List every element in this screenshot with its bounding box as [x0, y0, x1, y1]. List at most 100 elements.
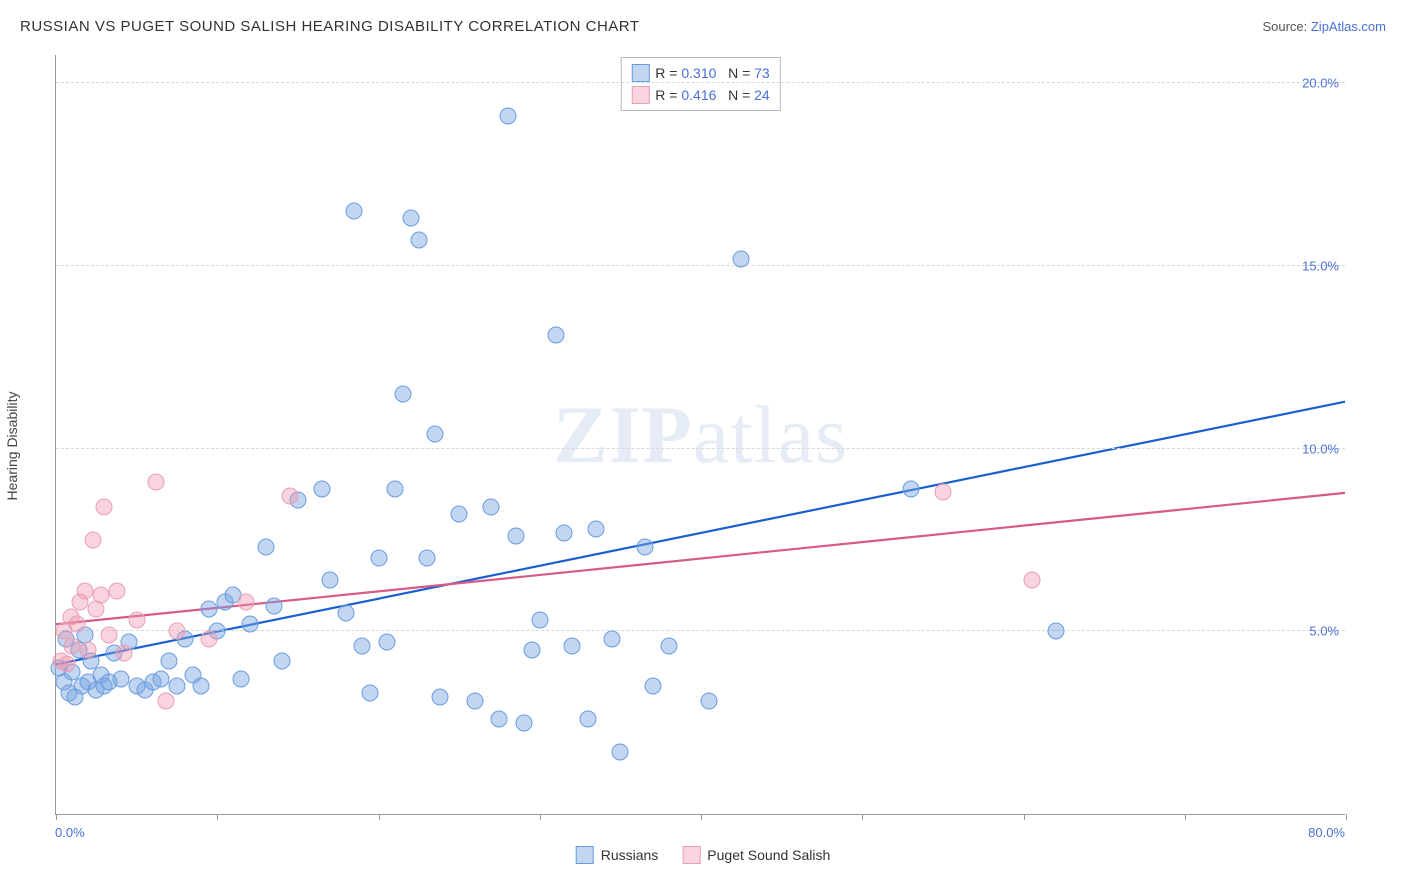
data-point-russians: [402, 210, 419, 227]
source-attribution: Source: ZipAtlas.com: [1262, 19, 1386, 34]
data-point-salish: [934, 484, 951, 501]
y-axis-title: Hearing Disability: [4, 392, 20, 501]
data-point-russians: [523, 641, 540, 658]
data-point-salish: [64, 637, 81, 654]
data-point-russians: [636, 539, 653, 556]
data-point-russians: [451, 506, 468, 523]
plot-area: ZIPatlas R = 0.310 N = 73 R = 0.416 N = 2…: [55, 55, 1345, 815]
y-tick-label: 20.0%: [1302, 76, 1339, 91]
watermark-rest: atlas: [693, 389, 848, 480]
data-point-russians: [612, 743, 629, 760]
legend-item-salish: Puget Sound Salish: [682, 846, 830, 864]
data-point-salish: [93, 586, 110, 603]
data-point-russians: [168, 678, 185, 695]
legend-label-russians: Russians: [601, 847, 659, 863]
y-tick-label: 10.0%: [1302, 441, 1339, 456]
data-point-russians: [733, 250, 750, 267]
source-link[interactable]: ZipAtlas.com: [1311, 19, 1386, 34]
data-point-salish: [77, 583, 94, 600]
data-point-russians: [701, 692, 718, 709]
data-point-russians: [418, 550, 435, 567]
x-tick: [701, 814, 702, 820]
legend-swatch-salish: [631, 86, 649, 104]
data-point-russians: [499, 108, 516, 125]
data-point-russians: [564, 637, 581, 654]
data-point-russians: [193, 678, 210, 695]
x-tick: [862, 814, 863, 820]
correlation-legend: R = 0.310 N = 73 R = 0.416 N = 24: [620, 57, 780, 111]
data-point-russians: [152, 670, 169, 687]
data-point-russians: [241, 616, 258, 633]
legend-row-salish: R = 0.416 N = 24: [631, 84, 769, 106]
data-point-russians: [346, 203, 363, 220]
source-label: Source:: [1262, 19, 1310, 34]
legend-stats-salish: R = 0.416 N = 24: [655, 87, 769, 103]
x-tick-label: 80.0%: [1308, 825, 1345, 840]
watermark: ZIPatlas: [553, 388, 848, 482]
data-point-russians: [370, 550, 387, 567]
data-point-russians: [660, 637, 677, 654]
data-point-russians: [604, 630, 621, 647]
y-tick-label: 15.0%: [1302, 258, 1339, 273]
x-tick-label: 0.0%: [55, 825, 85, 840]
x-tick: [540, 814, 541, 820]
data-point-salish: [59, 656, 76, 673]
data-point-salish: [238, 594, 255, 611]
gridline-h: [56, 448, 1345, 449]
data-point-russians: [314, 480, 331, 497]
data-point-russians: [338, 605, 355, 622]
data-point-russians: [531, 612, 548, 629]
data-point-salish: [88, 601, 105, 618]
data-point-salish: [128, 612, 145, 629]
x-tick: [1024, 814, 1025, 820]
data-point-russians: [160, 652, 177, 669]
data-point-salish: [101, 626, 118, 643]
x-tick: [379, 814, 380, 820]
data-point-russians: [362, 685, 379, 702]
y-tick-label: 5.0%: [1309, 624, 1339, 639]
legend-swatch-russians: [631, 64, 649, 82]
data-point-salish: [157, 692, 174, 709]
data-point-russians: [386, 480, 403, 497]
data-point-russians: [378, 634, 395, 651]
data-point-russians: [354, 637, 371, 654]
data-point-russians: [426, 426, 443, 443]
x-tick: [217, 814, 218, 820]
data-point-salish: [80, 641, 97, 658]
legend-row-russians: R = 0.310 N = 73: [631, 62, 769, 84]
data-point-russians: [201, 601, 218, 618]
data-point-russians: [580, 711, 597, 728]
legend-stats-russians: R = 0.310 N = 73: [655, 65, 769, 81]
data-point-salish: [96, 499, 113, 516]
data-point-russians: [588, 521, 605, 538]
data-point-salish: [1023, 572, 1040, 589]
data-point-russians: [233, 670, 250, 687]
x-tick: [56, 814, 57, 820]
gridline-h: [56, 82, 1345, 83]
data-point-russians: [515, 714, 532, 731]
data-point-russians: [644, 678, 661, 695]
data-point-russians: [394, 385, 411, 402]
data-point-russians: [273, 652, 290, 669]
data-point-russians: [902, 480, 919, 497]
data-point-russians: [507, 528, 524, 545]
x-tick: [1185, 814, 1186, 820]
legend-item-russians: Russians: [576, 846, 659, 864]
data-point-russians: [322, 572, 339, 589]
data-point-russians: [431, 689, 448, 706]
data-point-salish: [168, 623, 185, 640]
data-point-salish: [115, 645, 132, 662]
data-point-salish: [281, 488, 298, 505]
gridline-h: [56, 265, 1345, 266]
legend-swatch-bottom-russians: [576, 846, 594, 864]
legend-label-salish: Puget Sound Salish: [707, 847, 830, 863]
data-point-russians: [555, 524, 572, 541]
data-point-salish: [109, 583, 126, 600]
data-point-russians: [483, 499, 500, 516]
data-point-salish: [68, 616, 85, 633]
data-point-salish: [201, 630, 218, 647]
chart-title: RUSSIAN VS PUGET SOUND SALISH HEARING DI…: [20, 18, 640, 35]
data-point-russians: [257, 539, 274, 556]
data-point-russians: [491, 711, 508, 728]
data-point-salish: [147, 473, 164, 490]
